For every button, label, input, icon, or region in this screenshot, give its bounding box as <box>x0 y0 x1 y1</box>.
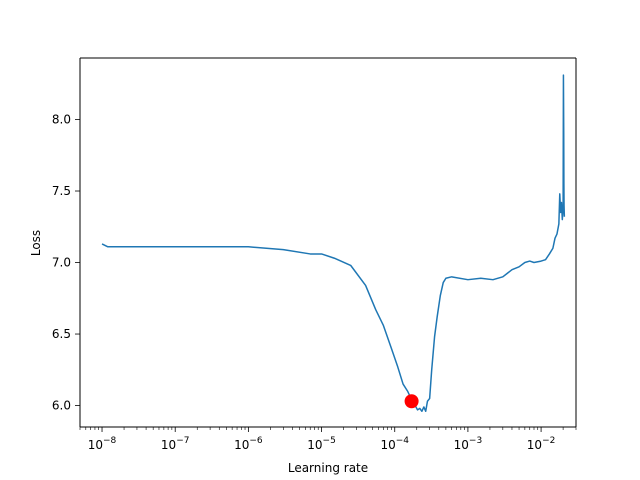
y-axis-ticks: 6.0 6.5 7.0 7.5 8.0 <box>52 113 80 413</box>
y-tick-label: 6.0 <box>52 399 71 413</box>
y-tick-label: 6.5 <box>52 327 71 341</box>
suggested-lr-marker <box>404 394 419 409</box>
x-tick-label: 10−8 <box>88 436 117 452</box>
x-tick-label: 10−7 <box>161 436 190 452</box>
x-tick-label: 10−6 <box>234 436 263 452</box>
y-axis-label: Loss <box>29 230 43 256</box>
y-tick-label: 7.0 <box>52 256 71 270</box>
y-tick-label: 8.0 <box>52 113 71 127</box>
plot-area <box>79 57 577 428</box>
x-tick-label: 10−4 <box>380 436 409 452</box>
x-tick-label: 10−3 <box>454 436 483 452</box>
x-tick-label: 10−5 <box>307 436 336 452</box>
x-axis-label: Learning rate <box>288 461 368 475</box>
loss-series-line <box>101 74 566 413</box>
y-tick-label: 7.5 <box>52 184 71 198</box>
x-tick-label: 10−2 <box>527 436 556 452</box>
x-axis-ticks: 10−8 10−7 10−6 10−5 10−4 10−3 10−2 <box>79 427 577 452</box>
